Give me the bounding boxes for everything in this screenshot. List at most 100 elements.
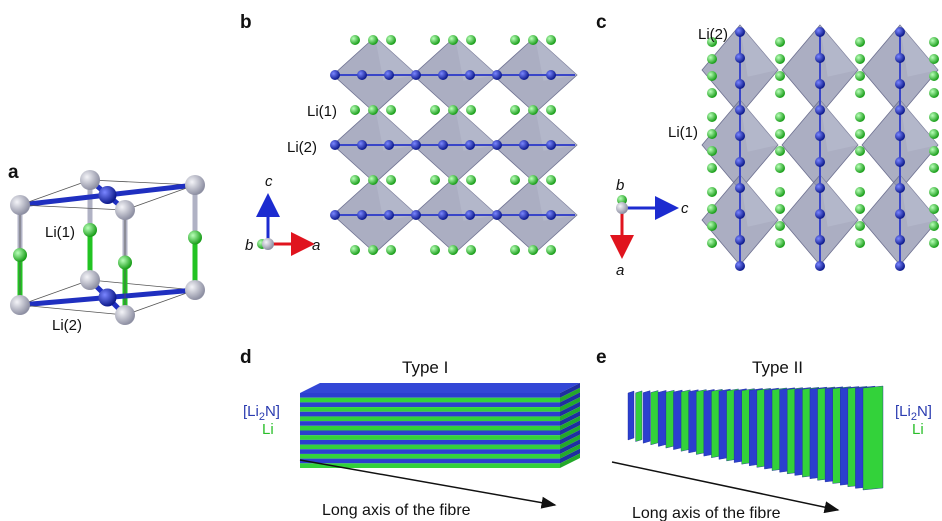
atom bbox=[430, 35, 440, 45]
atom bbox=[855, 88, 865, 98]
atom bbox=[929, 88, 939, 98]
atom bbox=[466, 245, 476, 255]
atom bbox=[115, 305, 135, 325]
plate bbox=[658, 390, 666, 446]
atom bbox=[411, 70, 421, 80]
atom bbox=[929, 187, 939, 197]
legend-spacer: Li bbox=[912, 421, 924, 438]
page: {"panels": [ {"label": "a", "atom_labels… bbox=[0, 0, 942, 521]
atom bbox=[448, 105, 458, 115]
atom bbox=[546, 210, 556, 220]
atom-label: Li(2) bbox=[52, 317, 82, 334]
atom bbox=[492, 70, 502, 80]
panel-label: a bbox=[8, 162, 19, 183]
slab-layer bbox=[300, 412, 560, 417]
panel-title: Type I bbox=[402, 358, 448, 377]
legend-spacer: Li bbox=[262, 421, 274, 438]
atom bbox=[492, 210, 502, 220]
atom bbox=[188, 231, 202, 245]
atom bbox=[519, 140, 529, 150]
atom bbox=[855, 163, 865, 173]
atom bbox=[519, 70, 529, 80]
atom bbox=[895, 209, 905, 219]
atom bbox=[929, 37, 939, 47]
atom bbox=[386, 175, 396, 185]
bond bbox=[108, 290, 196, 298]
atom bbox=[735, 183, 745, 193]
atom bbox=[510, 105, 520, 115]
atom bbox=[357, 70, 367, 80]
atom bbox=[546, 175, 556, 185]
atom bbox=[430, 175, 440, 185]
atom bbox=[707, 112, 717, 122]
atom bbox=[775, 54, 785, 64]
legend-text: N] bbox=[917, 403, 932, 420]
atom bbox=[510, 35, 520, 45]
atom bbox=[815, 131, 825, 141]
slab-layer bbox=[300, 407, 560, 412]
atom bbox=[815, 79, 825, 89]
atom-label: Li(1) bbox=[45, 224, 75, 241]
slab-layer bbox=[300, 426, 560, 431]
atom bbox=[83, 223, 97, 237]
atom bbox=[815, 183, 825, 193]
cell-edge bbox=[90, 280, 195, 290]
atom bbox=[707, 204, 717, 214]
atom bbox=[707, 163, 717, 173]
slab-top bbox=[300, 383, 580, 393]
atom bbox=[815, 53, 825, 63]
slab-layer bbox=[300, 393, 560, 398]
atom bbox=[855, 129, 865, 139]
atom bbox=[386, 105, 396, 115]
atom bbox=[895, 105, 905, 115]
legend-layer: [Li2N] bbox=[243, 403, 280, 423]
atom bbox=[815, 157, 825, 167]
atom bbox=[735, 209, 745, 219]
atom bbox=[855, 238, 865, 248]
atom bbox=[735, 157, 745, 167]
arrow-label: Long axis of the fibre bbox=[322, 502, 471, 519]
plate bbox=[863, 386, 883, 490]
atom bbox=[855, 71, 865, 81]
slab-layer bbox=[300, 449, 560, 454]
axis-label: c bbox=[681, 200, 689, 217]
atom bbox=[775, 187, 785, 197]
atom bbox=[448, 245, 458, 255]
atom bbox=[438, 140, 448, 150]
atom bbox=[855, 187, 865, 197]
atom bbox=[735, 27, 745, 37]
atom bbox=[368, 175, 378, 185]
atom bbox=[707, 221, 717, 231]
atom bbox=[438, 210, 448, 220]
atom bbox=[929, 163, 939, 173]
atom bbox=[815, 27, 825, 37]
cell-edge bbox=[20, 305, 125, 315]
atom bbox=[384, 70, 394, 80]
axis-label: b bbox=[245, 237, 253, 254]
atom bbox=[10, 295, 30, 315]
plate bbox=[628, 391, 634, 440]
atom bbox=[528, 175, 538, 185]
atom bbox=[546, 105, 556, 115]
atom bbox=[775, 238, 785, 248]
atom bbox=[384, 140, 394, 150]
atom bbox=[368, 245, 378, 255]
atom bbox=[115, 200, 135, 220]
atom bbox=[895, 261, 905, 271]
atom bbox=[707, 129, 717, 139]
atom bbox=[357, 140, 367, 150]
atom bbox=[929, 112, 939, 122]
plate bbox=[643, 391, 650, 444]
slab-layer bbox=[300, 445, 560, 450]
atom bbox=[929, 129, 939, 139]
atom bbox=[855, 54, 865, 64]
atom bbox=[466, 105, 476, 115]
atom bbox=[80, 270, 100, 290]
atom bbox=[895, 79, 905, 89]
atom bbox=[510, 245, 520, 255]
atom bbox=[519, 210, 529, 220]
slab-layer bbox=[300, 398, 560, 403]
atom bbox=[438, 70, 448, 80]
atom bbox=[13, 248, 27, 262]
legend-text: [Li bbox=[895, 403, 911, 420]
